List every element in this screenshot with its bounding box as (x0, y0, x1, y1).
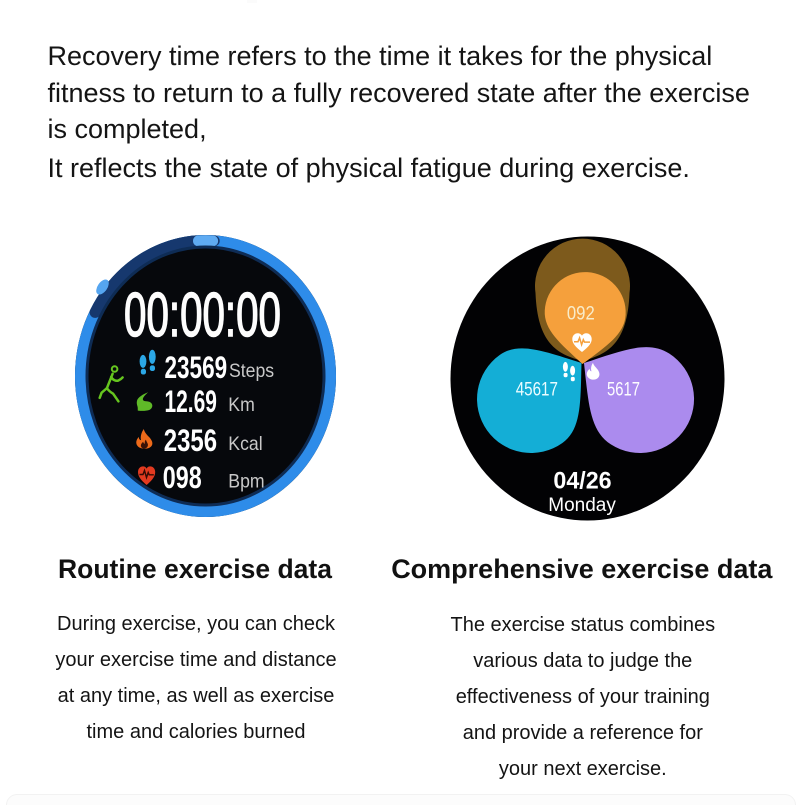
svg-text:04/26: 04/26 (553, 467, 611, 495)
svg-text:Steps: Steps (229, 359, 274, 381)
svg-text:098: 098 (163, 460, 202, 495)
svg-text:2356: 2356 (164, 423, 217, 458)
svg-text:00:00:00: 00:00:00 (124, 280, 281, 350)
svg-text:23569: 23569 (165, 349, 228, 385)
svg-text:092: 092 (567, 303, 595, 324)
svg-text:Km: Km (228, 393, 254, 415)
svg-text:Bpm: Bpm (228, 470, 264, 492)
svg-text:12.69: 12.69 (165, 384, 217, 419)
svg-text:Monday: Monday (548, 495, 616, 516)
svg-text:5617: 5617 (607, 379, 640, 400)
svg-text:Kcal: Kcal (228, 432, 262, 454)
svg-text:45617: 45617 (516, 378, 558, 400)
